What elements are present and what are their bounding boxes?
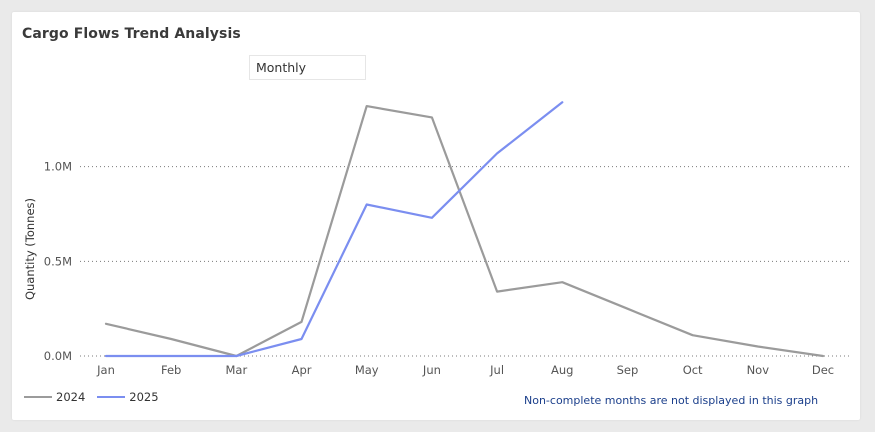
x-tick-label: Feb xyxy=(161,363,181,377)
x-tick-label: Jul xyxy=(489,363,504,377)
incomplete-months-note: Non-complete months are not displayed in… xyxy=(524,394,819,407)
series-line-2025 xyxy=(104,101,564,358)
chart-card: Cargo Flows Trend Analysis Monthly Quant… xyxy=(12,12,860,420)
x-tick-label: Mar xyxy=(226,363,248,377)
x-tick-label: Jun xyxy=(422,363,441,377)
legend-swatch-2024 xyxy=(24,396,52,398)
granularity-slicer[interactable]: Monthly xyxy=(249,55,366,80)
y-tick-label: 0.5M xyxy=(44,254,72,268)
x-tick-label: Jan xyxy=(96,363,115,377)
legend-swatch-2025 xyxy=(97,396,126,398)
legend: 2024 2025 xyxy=(24,390,159,404)
legend-item-2024[interactable]: 2024 xyxy=(24,390,85,404)
legend-label-2024: 2024 xyxy=(56,390,86,404)
legend-label-2025: 2025 xyxy=(129,390,159,404)
legend-item-2025[interactable]: 2025 xyxy=(97,390,159,404)
x-tick-label: Aug xyxy=(551,363,573,377)
chart-title: Cargo Flows Trend Analysis xyxy=(22,26,241,42)
x-tick-label: Sep xyxy=(617,363,639,377)
x-tick-label: Dec xyxy=(812,363,834,377)
line-chart: 0.0M 0.5M 1.0M Jan Feb Mar Apr May Jun Jul Aug Sep O… xyxy=(44,101,850,377)
x-tick-label: May xyxy=(355,363,379,377)
y-tick-label: 1.0M xyxy=(44,160,72,174)
y-tick-label: 0.0M xyxy=(44,349,72,363)
x-tick-label: Apr xyxy=(292,363,312,377)
x-tick-label: Oct xyxy=(683,363,703,377)
series-line-2024 xyxy=(104,104,825,358)
x-tick-label: Nov xyxy=(747,363,770,377)
